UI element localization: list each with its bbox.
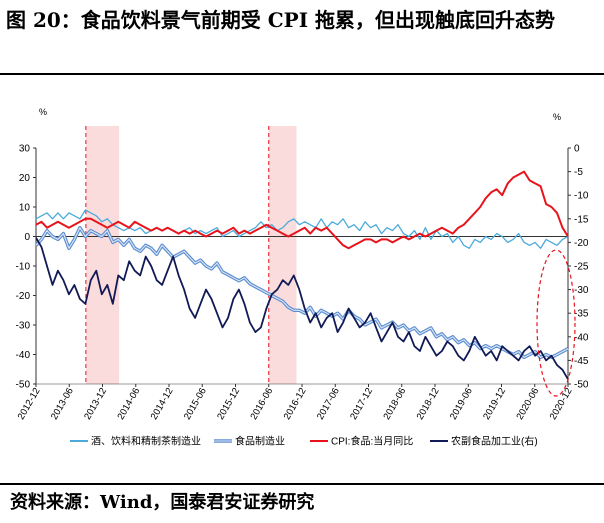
right-tick-label: 0 xyxy=(574,144,580,155)
x-tick-label: 2015-12 xyxy=(215,386,242,422)
right-tick-label: -20 xyxy=(574,238,589,249)
x-tick-label: 2016-12 xyxy=(282,386,309,422)
left-tick-label: -30 xyxy=(16,321,31,332)
series-line-inner xyxy=(35,227,569,358)
x-tick-label: 2018-06 xyxy=(381,386,408,422)
footer-rule xyxy=(0,483,604,485)
left-tick-label: -50 xyxy=(16,380,31,391)
series-line xyxy=(35,209,569,249)
shaded-period-2 xyxy=(268,126,297,384)
left-tick-label: 20 xyxy=(19,173,31,184)
x-tick-label: 2020-12 xyxy=(548,386,575,422)
x-tick-label: 2012-12 xyxy=(16,386,43,422)
right-tick-label: -45 xyxy=(574,356,589,367)
x-tick-label: 2018-12 xyxy=(415,386,442,422)
annotation-layer xyxy=(536,249,576,397)
x-tick-label: 2014-12 xyxy=(149,386,176,422)
x-tick-label: 2013-12 xyxy=(82,386,109,422)
x-tick-label: 2019-12 xyxy=(481,386,508,422)
right-tick-label: -15 xyxy=(574,214,589,225)
highlight-ellipse xyxy=(536,249,576,397)
x-tick-label: 2013-06 xyxy=(49,386,76,422)
left-tick-label: -40 xyxy=(16,350,31,361)
right-tick-label: -35 xyxy=(574,309,589,320)
x-tick-label: 2019-06 xyxy=(448,386,475,422)
left-tick-label: -10 xyxy=(16,262,31,273)
right-tick-label: -25 xyxy=(574,262,589,273)
legend: 酒、饮料和精制茶制造业 食品制造业 CPI:食品:当月同比 农副食品加工业(右) xyxy=(70,435,538,448)
x-tick-label: 2015-06 xyxy=(182,386,209,422)
left-tick-label: 30 xyxy=(19,144,31,155)
x-tick-label: 2014-06 xyxy=(115,386,142,422)
left-tick-label: 10 xyxy=(19,203,31,214)
legend-label: CPI:食品:当月同比 xyxy=(331,435,413,448)
right-tick-label: -50 xyxy=(574,380,589,391)
right-tick-label: -5 xyxy=(574,167,583,178)
right-tick-label: -10 xyxy=(574,191,589,202)
left-y-axis: 30 20 10 0 -10 -20 -30 -40 -50% xyxy=(16,107,47,391)
shaded-periods xyxy=(85,126,297,384)
x-tick-label: 2017-06 xyxy=(315,386,342,422)
series-lines xyxy=(34,170,569,380)
series-line xyxy=(35,170,569,250)
legend-label: 农副食品加工业(右) xyxy=(451,435,538,448)
x-tick-label: 2017-12 xyxy=(348,386,375,422)
left-tick-label: -20 xyxy=(16,291,31,302)
series-line xyxy=(35,237,569,380)
figure-title: 图 20：食品饮料景气前期受 CPI 拖累，但出现触底回升态势 xyxy=(6,8,556,32)
right-tick-label: -30 xyxy=(574,285,589,296)
left-tick-label: 0 xyxy=(24,232,30,243)
title-rule xyxy=(0,73,604,75)
right-y-axis: 0 -5 -10 -15 -20 -25 -30 -35 -40 -45 -50% xyxy=(553,112,589,391)
right-unit-label: % xyxy=(553,112,561,122)
source-note: 资料来源：Wind，国泰君安证券研究 xyxy=(10,492,315,513)
left-unit-label: % xyxy=(39,107,47,117)
line-chart: 30 20 10 0 -10 -20 -30 -40 -50% 0 -5 -10 -15 -20 -25 -… xyxy=(16,107,589,448)
right-tick-label: -40 xyxy=(574,332,589,343)
legend-label: 酒、饮料和精制茶制造业 xyxy=(91,435,201,448)
shaded-period-1 xyxy=(85,126,120,384)
legend-label: 食品制造业 xyxy=(235,435,285,448)
x-tick-label: 2020-06 xyxy=(514,386,541,422)
x-tick-label: 2016-06 xyxy=(248,386,275,422)
